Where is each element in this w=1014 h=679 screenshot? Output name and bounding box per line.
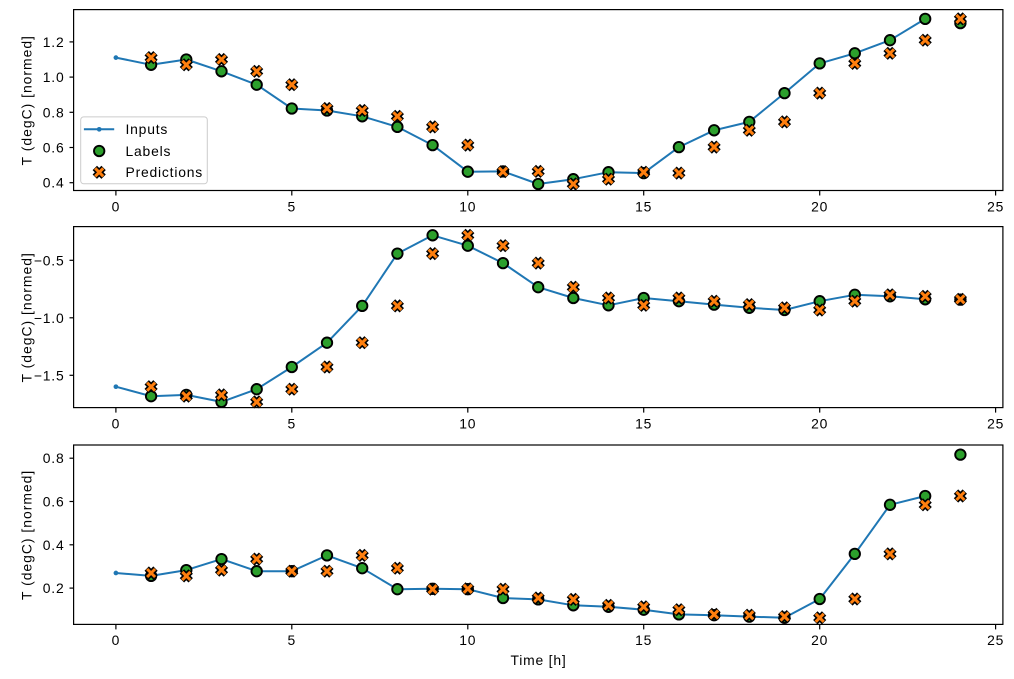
svg-text:25: 25 <box>987 198 1004 214</box>
svg-text:0.6: 0.6 <box>43 494 65 510</box>
svg-text:Predictions: Predictions <box>126 164 204 180</box>
svg-text:10: 10 <box>459 415 476 431</box>
svg-text:0.2: 0.2 <box>43 580 65 596</box>
svg-text:T (degC) [normed]: T (degC) [normed] <box>18 252 34 382</box>
svg-text:1.2: 1.2 <box>43 34 65 50</box>
svg-text:10: 10 <box>459 198 476 214</box>
svg-text:5: 5 <box>288 415 297 431</box>
svg-text:Labels: Labels <box>126 143 172 159</box>
svg-text:10: 10 <box>459 632 476 648</box>
svg-text:0.4: 0.4 <box>43 175 65 191</box>
svg-text:25: 25 <box>987 415 1004 431</box>
svg-text:15: 15 <box>635 632 652 648</box>
svg-text:15: 15 <box>635 415 652 431</box>
svg-text:1.0: 1.0 <box>43 69 65 85</box>
svg-text:−1.0: −1.0 <box>34 310 65 326</box>
svg-text:Inputs: Inputs <box>126 121 169 137</box>
svg-text:20: 20 <box>811 415 828 431</box>
svg-text:−1.5: −1.5 <box>34 367 65 383</box>
svg-text:T (degC) [normed]: T (degC) [normed] <box>18 35 34 165</box>
svg-text:20: 20 <box>811 632 828 648</box>
svg-text:25: 25 <box>987 632 1004 648</box>
svg-text:0.4: 0.4 <box>43 537 65 553</box>
svg-text:0.8: 0.8 <box>43 450 65 466</box>
svg-text:15: 15 <box>635 198 652 214</box>
svg-text:0.6: 0.6 <box>43 140 65 156</box>
svg-text:0: 0 <box>112 198 121 214</box>
svg-text:20: 20 <box>811 198 828 214</box>
svg-text:−0.5: −0.5 <box>34 252 65 268</box>
svg-text:T (degC) [normed]: T (degC) [normed] <box>18 470 34 600</box>
svg-text:5: 5 <box>288 632 297 648</box>
svg-text:5: 5 <box>288 198 297 214</box>
svg-text:0: 0 <box>112 415 121 431</box>
svg-text:0: 0 <box>112 632 121 648</box>
svg-text:Time [h]: Time [h] <box>510 652 566 668</box>
svg-text:0.8: 0.8 <box>43 104 65 120</box>
